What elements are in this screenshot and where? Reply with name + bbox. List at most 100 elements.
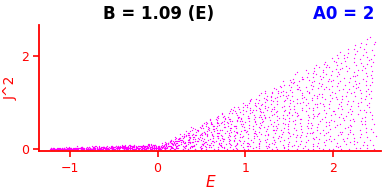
- Point: [208, 120, 214, 124]
- Point: [353, 49, 360, 53]
- Point: [275, 118, 281, 121]
- Point: [139, 146, 146, 149]
- Point: [321, 115, 328, 119]
- Point: [126, 147, 132, 150]
- Point: [85, 146, 91, 149]
- Point: [246, 126, 252, 129]
- Point: [95, 147, 102, 151]
- Point: [367, 36, 373, 39]
- Point: [172, 147, 179, 150]
- Point: [286, 110, 293, 113]
- Point: [363, 71, 369, 74]
- Point: [121, 146, 127, 149]
- Point: [214, 115, 221, 118]
- Point: [55, 147, 61, 151]
- Point: [152, 147, 158, 150]
- Point: [314, 128, 320, 131]
- Point: [135, 146, 141, 149]
- Point: [368, 73, 374, 76]
- Point: [345, 47, 352, 50]
- Point: [294, 147, 300, 151]
- Point: [144, 146, 150, 149]
- Point: [280, 116, 286, 119]
- Point: [360, 77, 366, 80]
- Point: [142, 146, 148, 149]
- Point: [74, 147, 80, 151]
- Point: [51, 147, 57, 151]
- Point: [172, 146, 179, 149]
- Point: [55, 147, 61, 151]
- Point: [216, 123, 222, 126]
- Point: [343, 64, 349, 67]
- Point: [253, 105, 259, 108]
- Point: [192, 128, 198, 131]
- Point: [186, 135, 192, 138]
- Point: [92, 147, 98, 151]
- Point: [190, 133, 196, 136]
- Point: [225, 115, 231, 118]
- Point: [285, 143, 291, 146]
- Point: [245, 141, 251, 144]
- Point: [363, 42, 369, 45]
- Point: [141, 147, 147, 150]
- Point: [317, 131, 323, 134]
- Point: [147, 147, 154, 151]
- Point: [369, 49, 375, 52]
- Point: [228, 118, 234, 121]
- Point: [200, 139, 206, 142]
- Point: [210, 135, 216, 138]
- Point: [175, 143, 181, 146]
- Point: [79, 147, 85, 150]
- Point: [64, 147, 70, 151]
- Point: [166, 144, 172, 147]
- Point: [142, 144, 149, 147]
- Point: [313, 103, 320, 106]
- Point: [135, 147, 141, 150]
- Point: [133, 146, 139, 149]
- Point: [50, 147, 57, 150]
- Point: [362, 66, 368, 69]
- Point: [176, 137, 182, 140]
- Point: [113, 145, 119, 148]
- Point: [80, 147, 87, 150]
- Point: [344, 90, 350, 94]
- Point: [155, 145, 161, 148]
- Point: [99, 146, 105, 149]
- Point: [278, 128, 285, 131]
- Point: [194, 129, 201, 132]
- Point: [256, 146, 262, 149]
- Point: [178, 141, 184, 144]
- Point: [91, 147, 97, 150]
- Point: [230, 108, 236, 111]
- Point: [55, 147, 61, 150]
- Point: [55, 147, 62, 150]
- Point: [286, 101, 293, 104]
- Point: [74, 147, 80, 150]
- Point: [87, 147, 93, 150]
- Point: [339, 97, 345, 100]
- Point: [197, 134, 203, 137]
- Point: [341, 57, 347, 60]
- Point: [55, 147, 61, 150]
- Point: [271, 128, 277, 131]
- Point: [215, 116, 221, 119]
- Point: [264, 147, 271, 150]
- Point: [249, 111, 255, 114]
- Point: [65, 147, 71, 150]
- Point: [87, 147, 93, 151]
- Point: [141, 146, 147, 149]
- Point: [187, 142, 193, 145]
- Point: [159, 144, 165, 147]
- Point: [345, 51, 351, 55]
- Point: [240, 146, 246, 149]
- Point: [329, 90, 335, 94]
- Point: [104, 146, 110, 149]
- Point: [315, 142, 321, 145]
- Point: [340, 87, 346, 90]
- Point: [221, 145, 227, 148]
- Point: [173, 141, 179, 144]
- Point: [62, 147, 68, 151]
- Point: [191, 143, 197, 146]
- Point: [326, 106, 333, 109]
- Point: [134, 145, 141, 148]
